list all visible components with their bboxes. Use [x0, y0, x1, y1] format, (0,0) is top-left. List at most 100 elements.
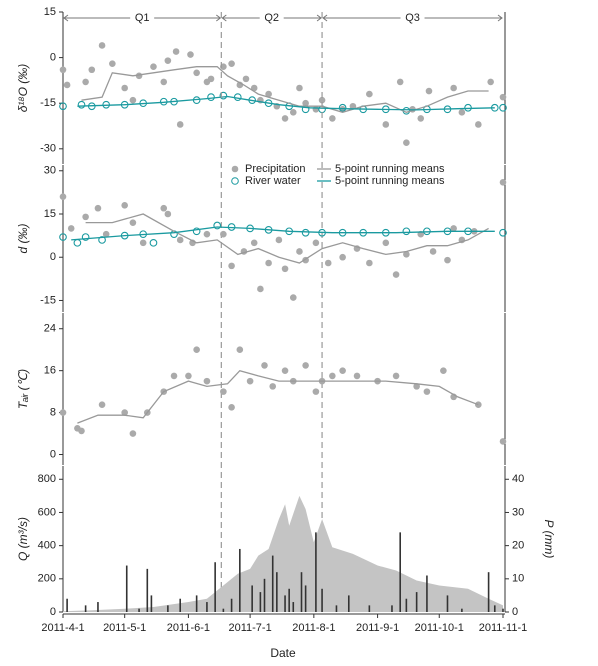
- precipitation-point: [82, 213, 89, 221]
- precipitation-bar: [304, 585, 307, 612]
- precipitation-point: [475, 401, 482, 409]
- x-tick-label: 2011-9-1: [356, 622, 399, 634]
- precipitation-point: [349, 102, 357, 110]
- precipitation-bar: [251, 585, 253, 612]
- precipitation-point: [82, 78, 89, 86]
- precipitation-point: [250, 239, 258, 247]
- precipitation-point: [67, 225, 75, 232]
- precipitation-point: [312, 239, 320, 247]
- precipitation-point: [382, 121, 390, 128]
- river-point: [77, 100, 86, 109]
- x-tick-label: 2011-10-1: [415, 622, 464, 634]
- x-tick-label: 2011-11-1: [479, 622, 528, 634]
- precipitation-bar: [399, 532, 401, 612]
- precipitation-point: [129, 219, 137, 226]
- precipitation-bar: [292, 602, 295, 612]
- period-label: Q3: [405, 12, 420, 24]
- running-mean-line: [71, 226, 495, 241]
- precipitation-point: [160, 78, 168, 86]
- precipitation-point: [440, 367, 447, 374]
- precipitation-point: [220, 230, 227, 238]
- x-tick-label: 2011-7-1: [228, 622, 271, 634]
- river-point: [192, 227, 201, 236]
- precipitation-point: [450, 84, 457, 92]
- precipitation-point: [102, 230, 110, 238]
- precipitation-point: [269, 383, 277, 390]
- precipitation-bar: [335, 605, 338, 612]
- precipitation-point: [242, 75, 250, 83]
- precipitation-bar: [125, 565, 128, 612]
- precipitation-point: [329, 372, 336, 380]
- precipitation-point: [450, 225, 457, 232]
- river-point: [499, 103, 507, 112]
- precipitation-point: [172, 48, 180, 55]
- y2-tick-label: 30: [512, 506, 524, 518]
- precipitation-point: [312, 388, 320, 395]
- precipitation-point: [109, 60, 116, 67]
- precipitation-point: [403, 139, 410, 147]
- river-point: [219, 91, 228, 100]
- y-tick-label: 0: [50, 52, 56, 64]
- y-tick-label: 15: [44, 208, 56, 220]
- y2-tick-label: 40: [512, 473, 524, 485]
- y-tick-label: 30: [44, 165, 56, 177]
- precipitation-bar: [214, 562, 216, 612]
- river-point: [59, 233, 67, 241]
- precipitation-point: [318, 96, 326, 104]
- precipitation-point: [170, 372, 178, 380]
- precipitation-point: [129, 96, 137, 104]
- period-label: Q2: [264, 12, 279, 24]
- legend-label: 5-point running means: [335, 175, 445, 187]
- y-tick-label: 600: [38, 506, 56, 518]
- period-label-bg: [400, 12, 425, 24]
- precipitation-point: [444, 256, 451, 264]
- precipitation-point: [228, 60, 235, 67]
- river-point: [98, 236, 106, 244]
- y-tick-label: 200: [38, 573, 56, 585]
- precipitation-bar: [138, 608, 140, 612]
- precipitation-bar: [146, 568, 149, 612]
- river-point: [73, 238, 82, 247]
- y2-axis-label: P (mm): [542, 520, 556, 559]
- precipitation-bar: [239, 548, 241, 612]
- river-point: [233, 93, 242, 101]
- precipitation-point: [392, 372, 400, 380]
- discharge-area: [63, 495, 503, 612]
- precipitation-point: [121, 84, 128, 92]
- precipitation-bar: [259, 592, 262, 612]
- y2-tick-label: 20: [512, 540, 524, 552]
- precipitation-point: [228, 404, 235, 411]
- precipitation-point: [261, 362, 268, 369]
- precipitation-point: [139, 239, 147, 247]
- river-point: [301, 228, 310, 237]
- precipitation-point: [203, 230, 211, 238]
- precipitation-point: [429, 248, 437, 255]
- y-tick-label: -15: [40, 294, 56, 306]
- period-arrow: [322, 14, 503, 22]
- precipitation-point: [296, 84, 303, 92]
- precipitation-point: [281, 115, 289, 122]
- precipitation-point: [296, 248, 303, 255]
- y-tick-label: 8: [50, 406, 56, 418]
- precipitation-point: [220, 388, 227, 395]
- precipitation-point: [312, 105, 320, 113]
- running-mean-line: [77, 95, 495, 111]
- precipitation-bar: [502, 608, 504, 612]
- precipitation-point: [88, 66, 96, 74]
- river-point: [499, 228, 507, 237]
- precipitation-point: [425, 87, 433, 95]
- precipitation-point: [281, 265, 289, 273]
- precipitation-point: [193, 69, 200, 77]
- precipitation-bar: [300, 572, 303, 612]
- precipitation-point: [392, 271, 400, 278]
- precipitation-point: [324, 259, 332, 267]
- y-tick-label: 16: [44, 365, 56, 377]
- precipitation-bar: [487, 572, 490, 612]
- precipitation-bar: [230, 598, 233, 612]
- y-tick-label: 0: [50, 606, 56, 618]
- y2-tick-label: 0: [512, 606, 518, 618]
- legend-label: Precipitation: [245, 163, 306, 175]
- precipitation-bar: [222, 608, 225, 612]
- precipitation-bar: [97, 602, 99, 612]
- precipitation-bar: [446, 595, 449, 612]
